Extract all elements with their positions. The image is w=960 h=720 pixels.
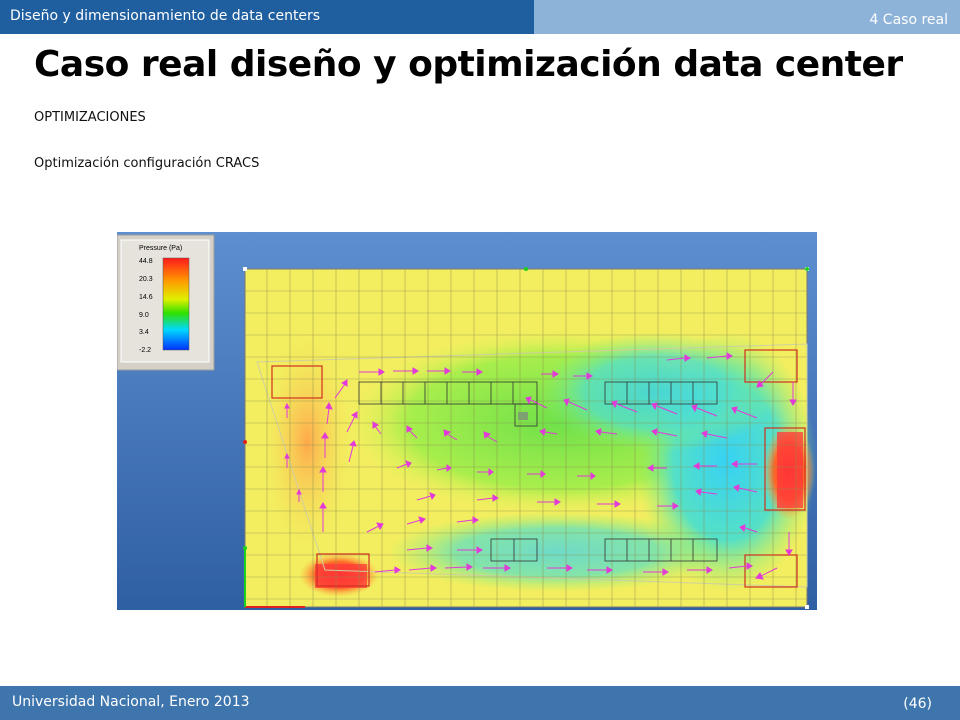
header-bar-right: 4 Caso real	[534, 0, 960, 34]
header-bar-left: Diseño y dimensionamiento de data center…	[0, 0, 534, 34]
crac-units	[271, 349, 806, 588]
section-heading: OPTIMIZACIONES	[34, 110, 146, 125]
legend-value-6: -2.2	[139, 347, 151, 354]
legend-value-3: 14.6	[139, 294, 153, 301]
section-label: 4 Caso real	[869, 12, 948, 28]
airflow-vectors	[284, 352, 797, 580]
page-number: (46)	[903, 696, 932, 712]
legend-value-5: 3.4	[139, 329, 149, 336]
legend-color-scale	[162, 257, 190, 351]
footer-institution: Universidad Nacional, Enero 2013	[12, 694, 250, 710]
course-title: Diseño y dimensionamiento de data center…	[10, 8, 321, 24]
legend-value-4: 9.0	[139, 312, 149, 319]
server-racks	[358, 381, 718, 562]
slide-title: Caso real diseño y optimización data cen…	[34, 44, 903, 85]
footer-bar: Universidad Nacional, Enero 2013 (46)	[0, 686, 960, 720]
room-floor-plan	[243, 267, 817, 609]
legend-value-2: 20.3	[139, 276, 153, 283]
pressure-legend: Pressure (Pa) 44.8 20.3 14.6 9.0 3.4 -2.…	[117, 234, 215, 371]
legend-title: Pressure (Pa)	[139, 245, 182, 252]
section-subheading: Optimización configuración CRACS	[34, 156, 260, 171]
legend-value-1: 44.8	[139, 258, 153, 265]
pressure-zone-medium	[262, 332, 352, 552]
rack-marker	[518, 412, 528, 420]
corner-markers	[243, 267, 809, 609]
pressure-simulation-figure: Pressure (Pa) 44.8 20.3 14.6 9.0 3.4 -2.…	[117, 232, 817, 610]
